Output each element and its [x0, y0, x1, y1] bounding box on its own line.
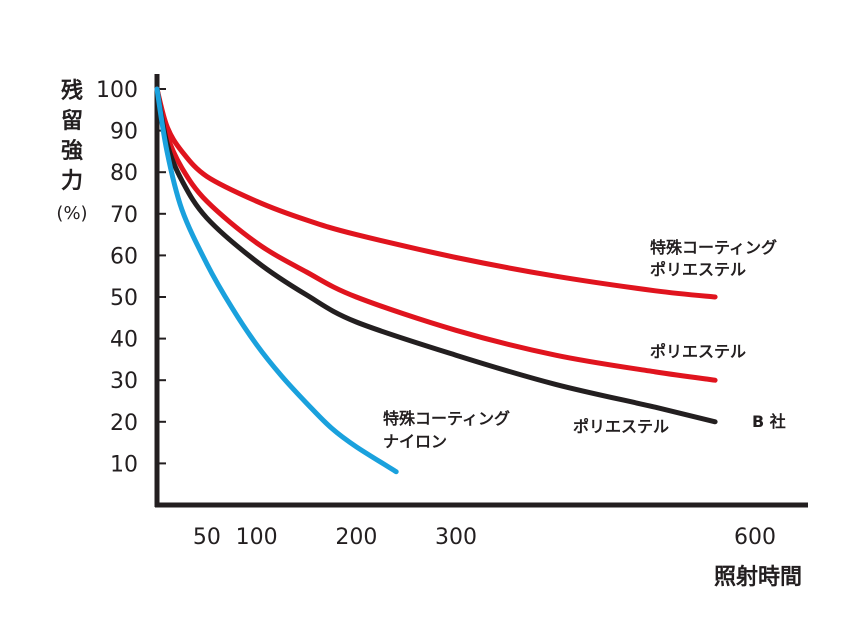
y-tick-label-90: 90 — [110, 120, 138, 145]
y-tick-label-80: 80 — [110, 161, 138, 186]
series-line-polyester — [154, 86, 718, 383]
series-label-polyester-0: ポリエステル — [650, 342, 746, 361]
series-line-coated_nylon — [154, 86, 399, 475]
y-tick-label-100: 100 — [96, 78, 138, 103]
x-tick-label-600: 600 — [734, 525, 776, 550]
y-axis-title-char-1: 留 — [61, 108, 83, 134]
series-lines — [154, 86, 718, 475]
series-label-coated_nylon-1: ナイロン — [383, 432, 447, 451]
series-end-label-company_b_polyester: B 社 — [752, 412, 786, 431]
y-tick-label-20: 20 — [110, 411, 138, 436]
series-line-company_b_polyester — [154, 86, 718, 425]
y-axis-unit: (%) — [56, 203, 87, 224]
y-ticks: 10 20 30 40 50 60 70 80 90 100 — [96, 78, 166, 477]
y-axis-title-char-2: 強 — [61, 138, 83, 164]
series-label-coated_polyester-1: ポリエステル — [650, 260, 746, 279]
axes — [154, 74, 808, 508]
x-tick-label-200: 200 — [335, 525, 377, 550]
series-line-coated_polyester — [154, 86, 718, 300]
series-label-company_b_polyester-0: ポリエステル — [573, 417, 669, 436]
x-tick-label-50: 50 — [193, 525, 221, 550]
y-tick-label-50: 50 — [110, 286, 138, 311]
y-tick-label-10: 10 — [110, 452, 138, 477]
y-axis-title-char-0: 残 — [61, 78, 83, 104]
series-label-coated_polyester-0: 特殊コーティング — [650, 238, 777, 257]
x-tick-label-100: 100 — [236, 525, 278, 550]
x-ticks: 50 100 200 300 600 — [193, 525, 776, 550]
y-axis-title-char-3: 力 — [61, 169, 83, 194]
series-label-coated_nylon-0: 特殊コーティング — [383, 409, 510, 428]
y-tick-label-30: 30 — [110, 369, 138, 394]
y-tick-label-40: 40 — [110, 328, 138, 353]
y-tick-label-70: 70 — [110, 203, 138, 228]
x-axis-title: 照射時間 — [714, 564, 802, 590]
x-tick-label-300: 300 — [435, 525, 477, 550]
y-tick-label-60: 60 — [110, 244, 138, 269]
